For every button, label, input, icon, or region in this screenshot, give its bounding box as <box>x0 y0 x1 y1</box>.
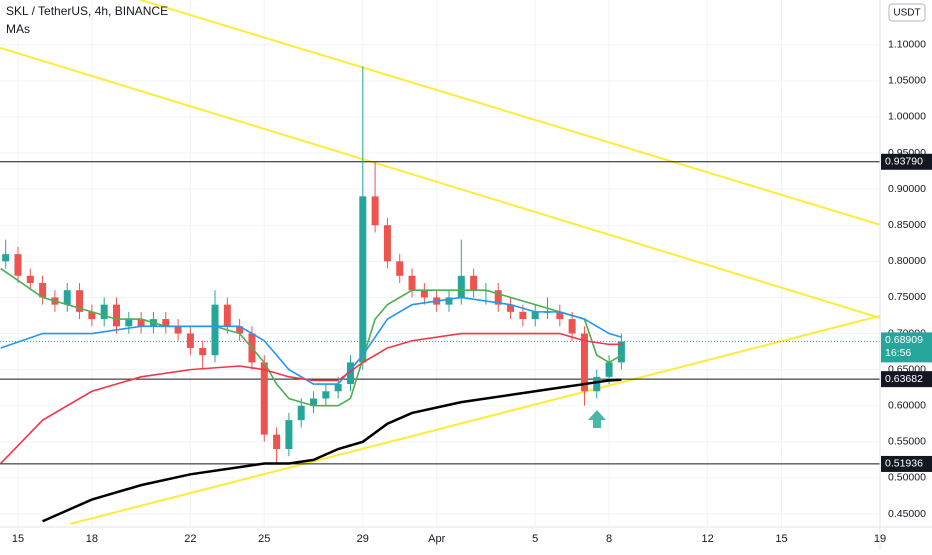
line <box>0 46 880 319</box>
candle-body <box>199 347 207 356</box>
candle-body <box>470 275 478 291</box>
candle-body <box>568 319 576 334</box>
price-label: 0.93790 <box>885 156 923 168</box>
candle-body <box>507 304 515 312</box>
candle-body <box>494 290 502 305</box>
candle-body <box>285 420 293 450</box>
candle-body <box>617 341 625 363</box>
candle-body <box>186 333 194 348</box>
candle-body <box>39 282 47 298</box>
candle-body <box>408 275 416 291</box>
y-tick-label: 0.45000 <box>888 508 926 520</box>
candle-body <box>211 304 219 356</box>
line <box>0 332 622 465</box>
x-tick-label: Apr <box>428 533 445 545</box>
x-tick-label: 29 <box>357 533 369 545</box>
candle-body <box>396 261 404 276</box>
line <box>42 378 622 523</box>
candle-body <box>359 196 367 363</box>
candle-body <box>383 225 391 262</box>
candle-body <box>100 304 108 320</box>
y-tick-label: 0.50000 <box>888 472 926 484</box>
current-price-bg <box>881 332 932 363</box>
candle-body <box>260 362 268 435</box>
candle-body <box>531 311 539 320</box>
x-tick-label: 15 <box>775 533 787 545</box>
line <box>139 0 880 226</box>
line <box>69 314 880 525</box>
arrow-up <box>588 410 606 428</box>
candle-body <box>2 254 10 262</box>
candle-body <box>334 384 342 392</box>
currency-box[interactable] <box>888 3 926 22</box>
axes: 0.450000.500000.550000.600000.650000.700… <box>12 39 932 545</box>
candle-body <box>76 290 84 312</box>
candle-body <box>26 275 34 283</box>
y-tick-label: 0.85000 <box>888 219 926 231</box>
current-price-label: 0.68909 <box>885 334 923 346</box>
y-tick-label: 0.90000 <box>888 183 926 195</box>
x-tick-label: 12 <box>701 533 713 545</box>
candle-body <box>445 297 453 305</box>
y-tick-label: 0.80000 <box>888 255 926 267</box>
x-tick-label: 5 <box>532 533 538 545</box>
candle-body <box>112 304 120 327</box>
candle-body <box>371 196 379 226</box>
plot-area <box>0 0 880 527</box>
currency[interactable]: USDT <box>893 8 920 19</box>
line <box>0 296 622 385</box>
price-label-bg <box>881 153 932 170</box>
candle-body <box>593 376 601 392</box>
y-tick-label: 0.55000 <box>888 436 926 448</box>
candle-body <box>519 311 527 320</box>
y-tick-label: 0.75000 <box>888 291 926 303</box>
x-tick-label: 25 <box>258 533 270 545</box>
y-tick-label: 0.60000 <box>888 399 926 411</box>
chart-title: SKL / TetherUS, 4h, BINANCE <box>6 4 168 18</box>
candle-body <box>174 326 182 334</box>
x-tick-label: 18 <box>86 533 98 545</box>
indicator-label: MAs <box>6 22 30 36</box>
line <box>0 267 622 407</box>
y-tick-label: 1.10000 <box>888 39 926 51</box>
candle-body <box>605 362 613 377</box>
candle-body <box>223 304 231 327</box>
y-tick-label: 1.00000 <box>888 111 926 123</box>
candle-body <box>310 398 318 406</box>
price-label: 0.63682 <box>885 373 923 385</box>
candle-body <box>273 434 281 450</box>
candle-body <box>14 254 22 276</box>
candle-body <box>580 333 588 392</box>
candle-body <box>322 391 330 399</box>
y-tick-label: 1.05000 <box>888 75 926 87</box>
candle-body <box>236 326 244 334</box>
candle-body <box>346 362 354 385</box>
price-label-bg <box>881 455 932 472</box>
candle-body <box>297 405 305 421</box>
countdown: 16:56 <box>885 347 911 359</box>
candle-body <box>162 319 170 327</box>
x-tick-label: 8 <box>606 533 612 545</box>
x-tick-label: 15 <box>12 533 24 545</box>
price-label-bg <box>881 371 932 388</box>
candle-body <box>137 319 145 327</box>
price-label: 0.51936 <box>885 458 923 470</box>
x-tick-label: 22 <box>184 533 196 545</box>
x-tick-label: 19 <box>874 533 886 545</box>
candle-body <box>88 311 96 320</box>
candle-body <box>125 319 133 327</box>
candle-body <box>556 311 564 320</box>
candle-body <box>63 290 71 305</box>
candle-body <box>457 275 465 298</box>
candle-body <box>420 290 428 298</box>
